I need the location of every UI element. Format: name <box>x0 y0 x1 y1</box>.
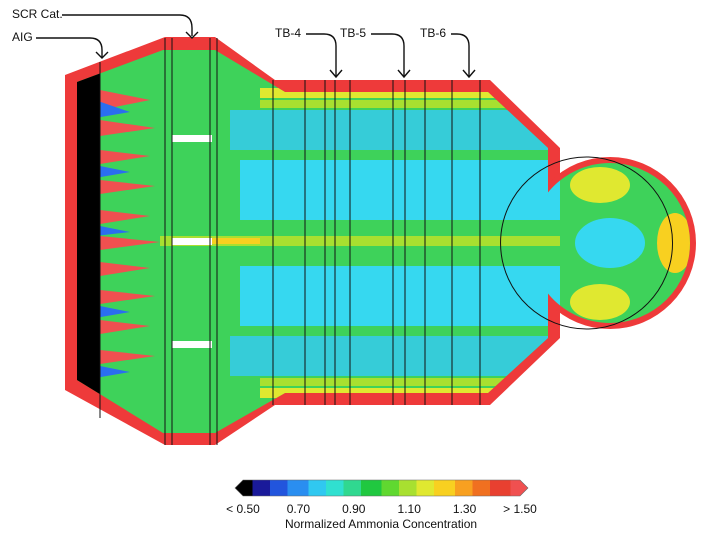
colorbar-tick-label: < 0.50 <box>226 502 260 516</box>
colorbar-tick-label: 0.90 <box>342 502 366 516</box>
colorbar: < 0.50 0.70 0.90 1.10 1.30 > 1.50 Normalized … <box>226 480 537 531</box>
label-scr-cat: SCR Cat. <box>12 7 63 21</box>
label-tb5: TB-5 <box>340 26 366 40</box>
label-tb6: TB-6 <box>420 26 446 40</box>
label-tb4: TB-4 <box>275 26 301 40</box>
colorbar-tick-label: 1.10 <box>398 502 422 516</box>
duct <box>60 30 700 450</box>
label-aig: AIG <box>12 30 33 44</box>
colorbar-title: Normalized Ammonia Concentration <box>285 517 477 531</box>
figure: SCR Cat. AIG TB-4 TB-5 TB-6 < 0.50 0.70 0.… <box>0 0 701 538</box>
colorbar-tick-label: 0.70 <box>287 502 311 516</box>
colorbar-tick-label: > 1.50 <box>503 502 537 516</box>
colorbar-tick-label: 1.30 <box>453 502 477 516</box>
